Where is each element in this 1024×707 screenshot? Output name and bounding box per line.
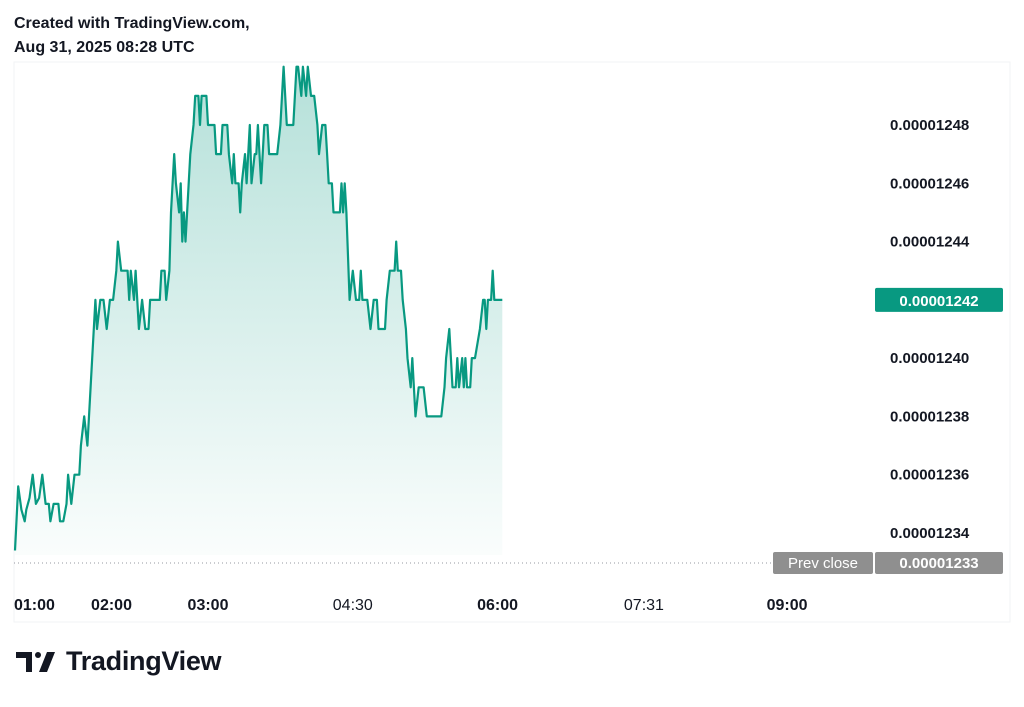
y-tick-label: 0.00001238 — [890, 408, 969, 425]
tradingview-logo[interactable]: TradingView — [16, 646, 222, 677]
tradingview-logo-icon — [16, 651, 55, 672]
chart-frame — [13, 61, 1011, 623]
x-tick-label: 03:00 — [188, 597, 229, 614]
prev-close-value-badge — [875, 552, 1003, 574]
header-created-with: Created with TradingView.com, — [14, 15, 250, 32]
x-tick-label: 09:00 — [767, 597, 808, 614]
y-tick-label: 0.00001236 — [890, 467, 969, 484]
last-price-label: 0.00001242 — [899, 293, 978, 310]
last-price-badge — [875, 287, 1003, 312]
price-chart: 0.00001234 0.00001236 0.00001238 0.00001240… — [13, 61, 1011, 623]
prev-close-tag — [773, 552, 873, 574]
x-tick-label: 01:00 — [14, 597, 55, 614]
y-tick-label: 0.00001244 — [890, 234, 970, 251]
tradingview-wordmark: TradingView — [66, 646, 222, 676]
y-tick-label: 0.00001248 — [890, 117, 969, 134]
y-tick-label: 0.00001234 — [890, 525, 970, 542]
prev-close-value-label: 0.00001233 — [899, 555, 978, 572]
x-tick-label: 02:00 — [91, 597, 132, 614]
header-timestamp: Aug 31, 2025 08:28 UTC — [14, 39, 195, 56]
y-tick-label: 0.00001240 — [890, 350, 969, 367]
x-tick-label: 07:31 — [624, 597, 664, 614]
x-tick-label: 04:30 — [333, 597, 373, 614]
prev-close-tag-label: Prev close — [788, 555, 858, 572]
price-line — [13, 65, 503, 551]
x-tick-label: 06:00 — [477, 597, 518, 614]
y-tick-label: 0.00001246 — [890, 175, 969, 192]
price-area-fill — [15, 66, 503, 555]
